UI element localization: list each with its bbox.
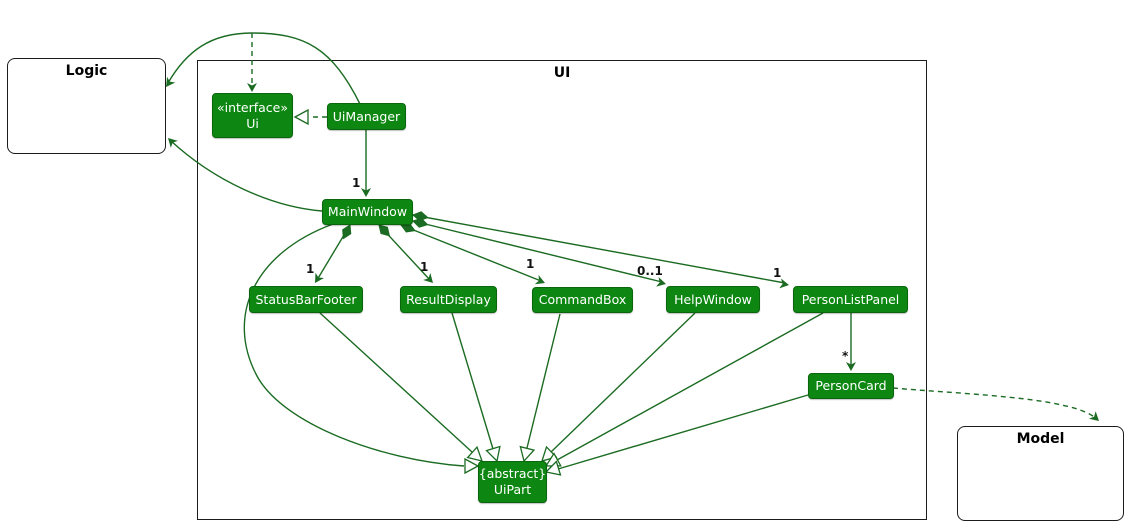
personcard-name: PersonCard (815, 378, 887, 394)
arrowhead-into-helpwindow (656, 276, 666, 287)
composition-diamond-statusbarfooter (342, 224, 352, 240)
logic-frame: Logic (7, 58, 166, 154)
mult-personcard: * (842, 349, 849, 363)
logic-frame-title: Logic (65, 63, 108, 79)
class-uipart: {abstract} UiPart (478, 461, 547, 503)
inherit-triangle-mainwindow (464, 457, 480, 475)
arrowhead-into-statusbarfooter (315, 272, 325, 283)
class-mainwindow: MainWindow (322, 199, 413, 225)
edge-mainwindow-personlistpanel (412, 214, 786, 284)
resultdisplay-name: ResultDisplay (406, 291, 491, 307)
mult-commandbox: 1 (526, 257, 535, 271)
model-frame-title: Model (1016, 431, 1065, 447)
composition-diamond-personlistpanel (412, 211, 429, 222)
ui-interface-name: Ui (246, 115, 259, 131)
ui-frame-title: UI (553, 65, 571, 81)
class-helpwindow: HelpWindow (666, 286, 760, 313)
statusbarfooter-name: StatusBarFooter (255, 291, 357, 307)
commandbox-name: CommandBox (538, 292, 627, 308)
arrowhead-into-logic-top (166, 76, 176, 87)
edge-mainwindow-commandbox (400, 224, 542, 282)
arrowhead-into-resultdisplay (423, 273, 433, 283)
uipart-modifier: {abstract} (478, 466, 547, 482)
helpwindow-name: HelpWindow (674, 291, 752, 307)
ui-frame: UI (197, 60, 927, 520)
arrowhead-into-ui-interface (247, 83, 257, 92)
class-statusbarfooter: StatusBarFooter (249, 286, 363, 313)
edge-personlistpanel-to-uipart (556, 312, 824, 461)
edge-personcard-to-uipart (557, 394, 809, 470)
mult-resultdisplay: 1 (420, 260, 429, 274)
edge-mainwindow-to-uipart (243, 223, 465, 467)
class-personlistpanel: PersonListPanel (793, 286, 908, 313)
class-resultdisplay: ResultDisplay (400, 286, 497, 313)
uimanager-name: UiManager (332, 108, 401, 124)
edge-helpwindow-to-uipart (550, 312, 696, 453)
class-commandbox: CommandBox (532, 287, 633, 313)
edge-commandbox-to-uipart (526, 313, 561, 449)
mult-helpwindow: 0..1 (637, 264, 663, 278)
arrowhead-into-model (1088, 411, 1099, 421)
class-personcard: PersonCard (808, 373, 894, 399)
mult-statusbarfooter: 1 (306, 262, 315, 276)
arrowhead-into-logic-bottom (168, 138, 178, 148)
arrowhead-into-personlistpanel (779, 278, 789, 289)
uipart-name: UiPart (493, 482, 532, 497)
edge-resultdisplay-to-uipart (451, 312, 494, 450)
edge-statusbarfooter-to-uipart (319, 312, 473, 453)
mainwindow-name: MainWindow (327, 204, 408, 220)
edge-mainwindow-to-logic (169, 139, 323, 212)
inherit-triangle-statusbarfooter (466, 445, 484, 462)
edge-uimanager-to-logic (167, 32, 361, 105)
class-uimanager: UiManager (327, 103, 406, 130)
composition-diamond-resultdisplay (378, 224, 391, 237)
inherit-triangle-personcard (544, 460, 562, 476)
realization-triangle-ui (293, 108, 309, 126)
inherit-triangle-commandbox (519, 445, 536, 463)
arrowhead-into-mainwindow (361, 188, 371, 197)
mult-mainwindow: 1 (352, 176, 361, 190)
arrowhead-into-commandbox (534, 274, 545, 285)
inherit-triangle-resultdisplay (485, 445, 501, 463)
mult-personlistpanel: 1 (773, 266, 782, 280)
arrowhead-into-personcard (846, 362, 856, 371)
personlistpanel-name: PersonListPanel (801, 291, 900, 307)
edge-mainwindow-helpwindow (412, 220, 663, 283)
edge-personcard-to-model (892, 387, 1098, 420)
class-ui-interface: «interface» Ui (212, 93, 293, 138)
ui-interface-stereotype: «interface» (216, 99, 289, 115)
